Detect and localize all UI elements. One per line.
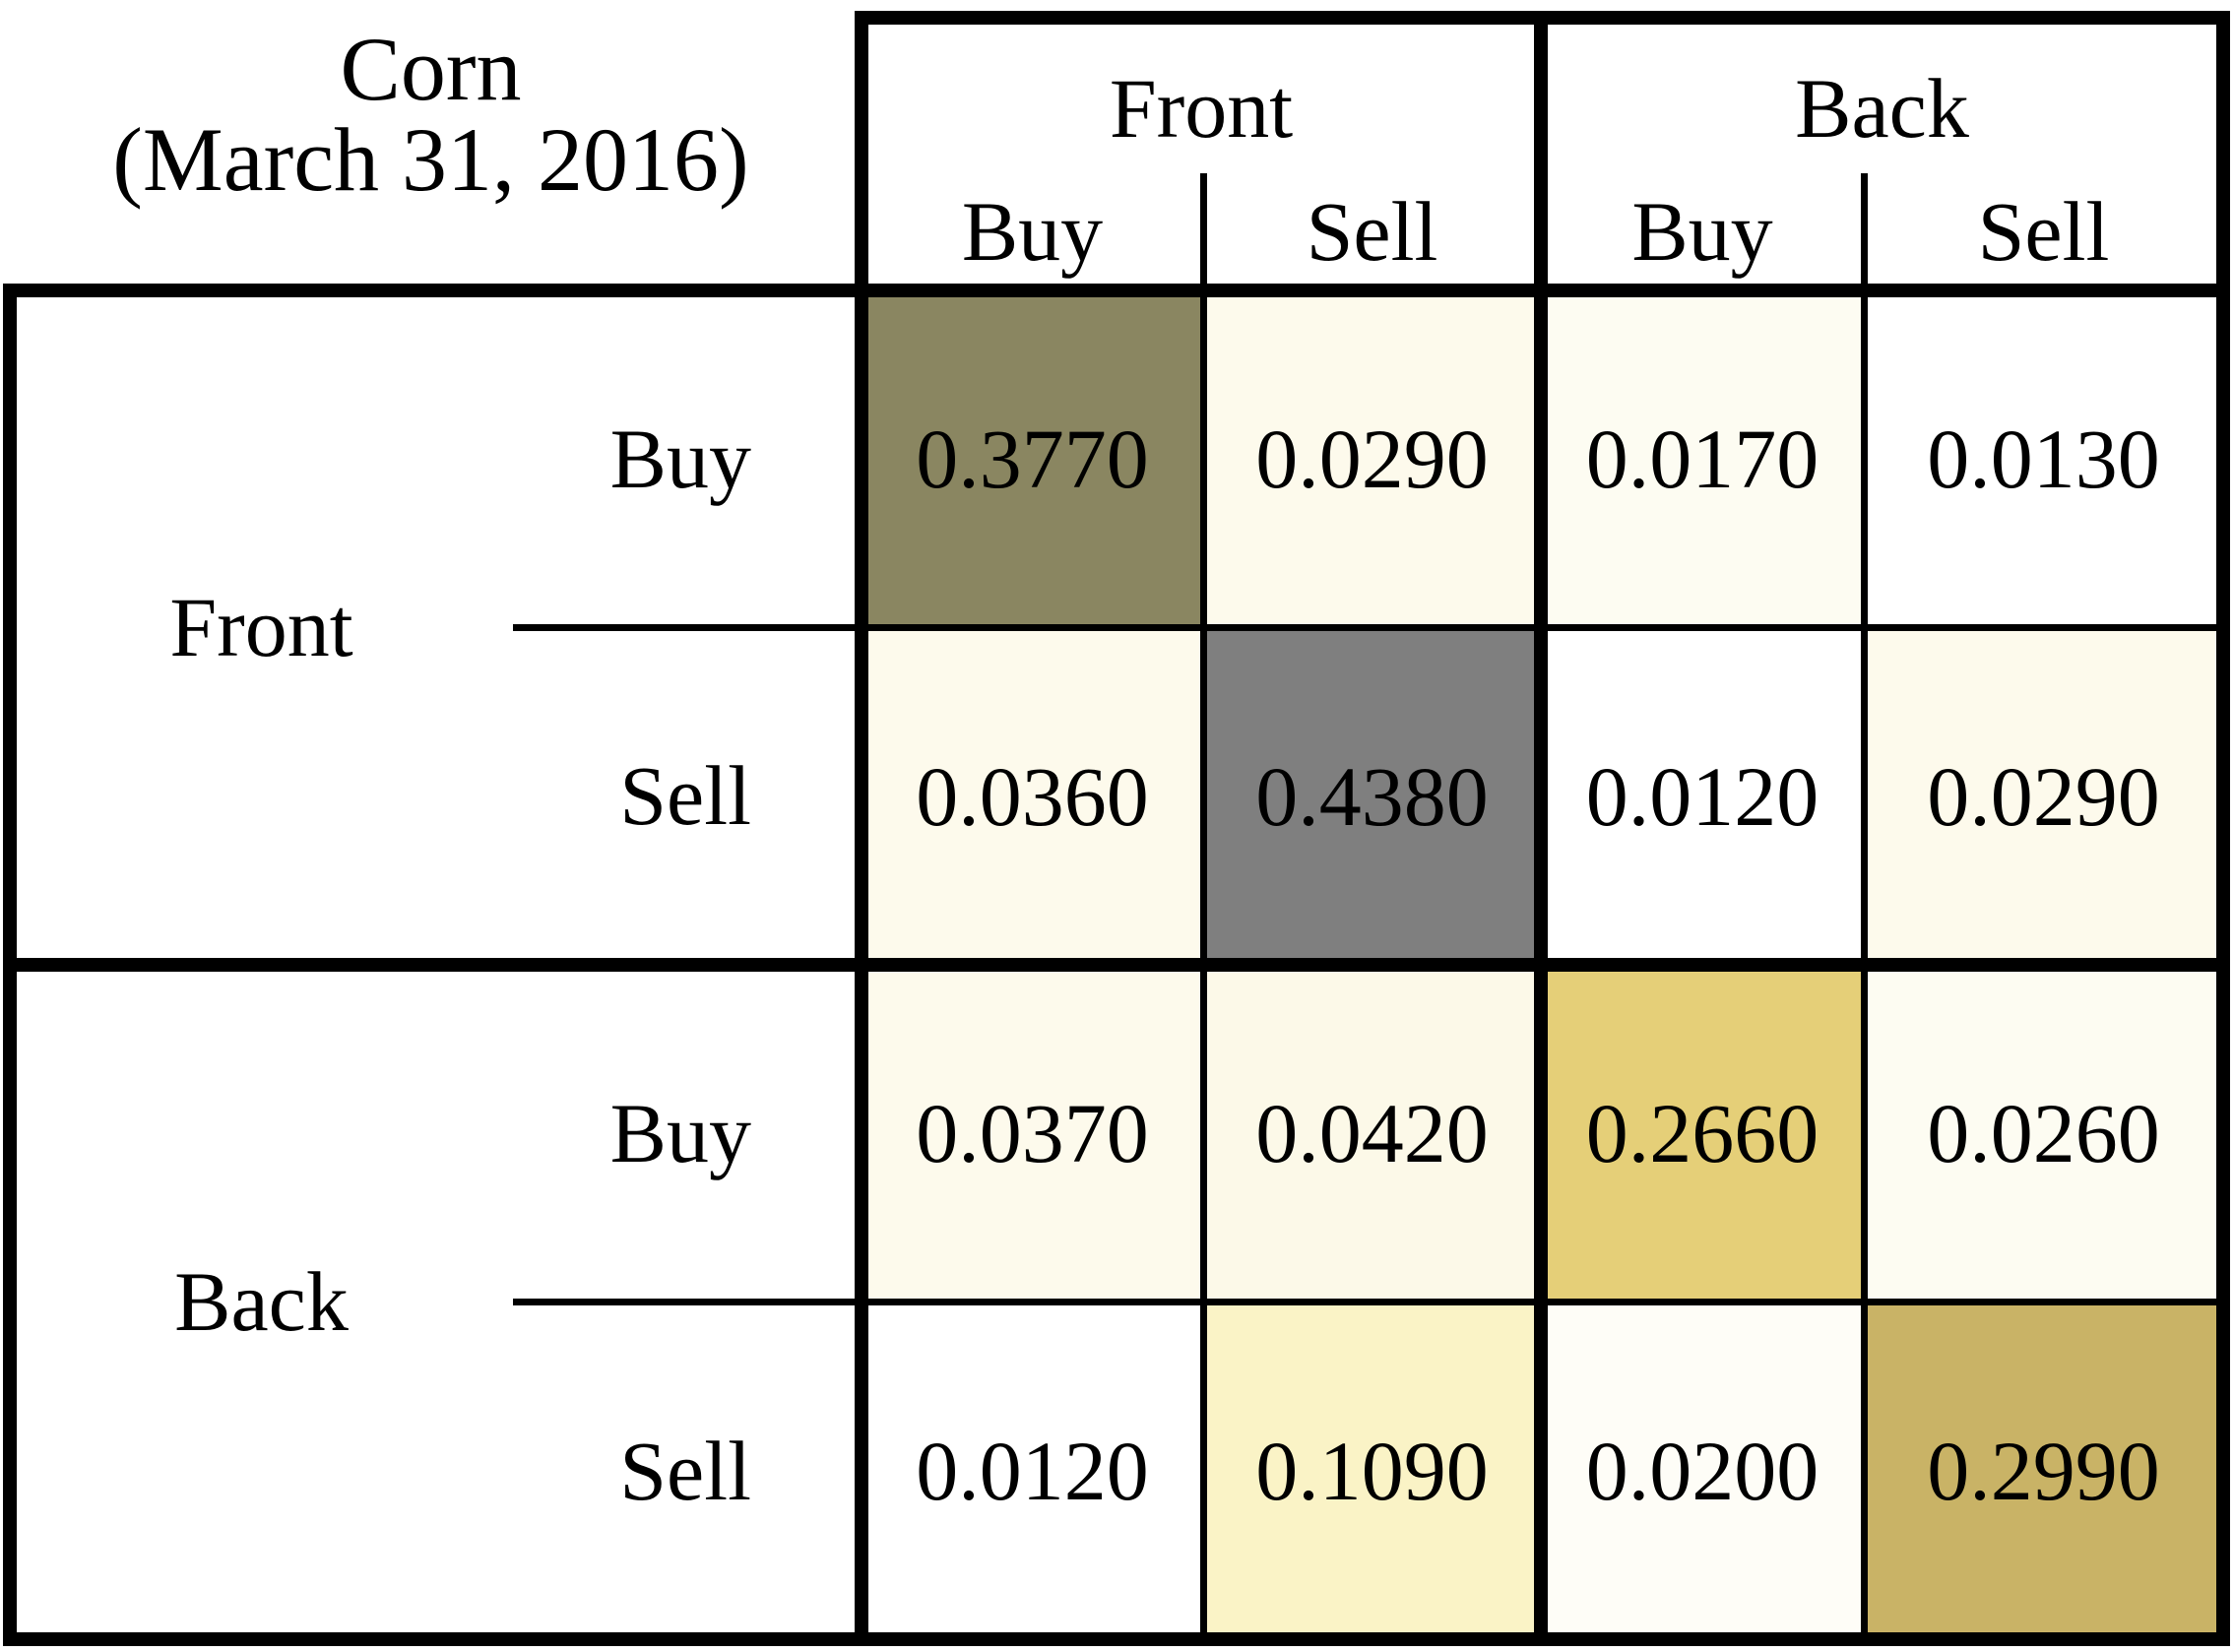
cell-back-sell-back-sell: 0.2990 xyxy=(1864,1302,2223,1639)
cell-back-buy-front-sell: 0.0420 xyxy=(1203,965,1541,1302)
col-divider-back-buy-sell xyxy=(1861,173,1868,1639)
table-border-right xyxy=(2216,11,2230,1646)
row-group-front: Front xyxy=(169,580,353,674)
cell-front-sell-front-sell: 0.4380 xyxy=(1203,627,1541,965)
cell-front-buy-front-sell: 0.0290 xyxy=(1203,290,1541,627)
cell-front-buy-back-buy: 0.0170 xyxy=(1541,290,1864,627)
col-group-divider xyxy=(1534,11,1548,1646)
label-data-divider xyxy=(855,11,868,1646)
cell-back-sell-back-buy: 0.0200 xyxy=(1541,1302,1864,1639)
header-body-divider xyxy=(3,284,2230,297)
table-border-bottom xyxy=(3,1632,2230,1646)
title-commodity: Corn xyxy=(340,19,522,119)
row-group-back: Back xyxy=(174,1254,349,1349)
cell-back-buy-back-buy: 0.2660 xyxy=(1541,965,1864,1302)
col-divider-front-buy-sell xyxy=(1200,173,1207,1639)
cell-back-sell-front-sell: 0.1090 xyxy=(1203,1302,1541,1639)
row-group-divider xyxy=(3,958,2230,972)
col-sub-front-sell: Sell xyxy=(1306,184,1438,279)
col-sub-back-sell: Sell xyxy=(1977,184,2110,279)
row-divider-back-buy-sell xyxy=(513,1299,2230,1305)
row-sub-back-sell: Sell xyxy=(619,1424,751,1518)
cell-front-sell-front-buy: 0.0360 xyxy=(862,627,1203,965)
cell-back-buy-front-buy: 0.0370 xyxy=(862,965,1203,1302)
col-group-front: Front xyxy=(1109,61,1294,156)
row-divider-front-buy-sell xyxy=(513,624,2230,631)
row-sub-front-sell: Sell xyxy=(619,748,751,843)
title-date: (March 31, 2016) xyxy=(112,109,749,210)
cell-back-sell-front-buy: 0.0120 xyxy=(862,1302,1203,1639)
cell-front-sell-back-buy: 0.0120 xyxy=(1541,627,1864,965)
row-sub-back-buy: Buy xyxy=(609,1086,751,1180)
col-sub-front-buy: Buy xyxy=(961,184,1104,279)
table-border-left xyxy=(3,284,17,1646)
col-sub-back-buy: Buy xyxy=(1631,184,1773,279)
cell-back-buy-back-sell: 0.0260 xyxy=(1864,965,2223,1302)
cell-front-buy-front-buy: 0.3770 xyxy=(862,290,1203,627)
cell-front-sell-back-sell: 0.0290 xyxy=(1864,627,2223,965)
col-group-back: Back xyxy=(1795,61,1969,156)
cell-front-buy-back-sell: 0.0130 xyxy=(1864,290,2223,627)
row-sub-front-buy: Buy xyxy=(609,412,751,506)
